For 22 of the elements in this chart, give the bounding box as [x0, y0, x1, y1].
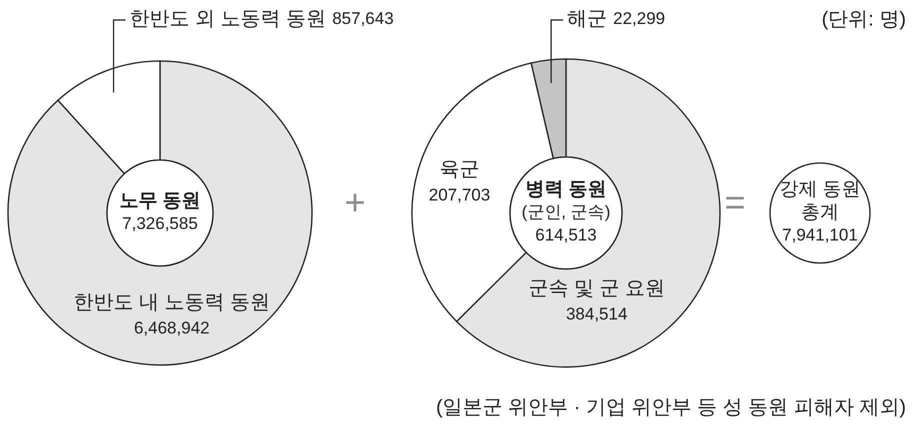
text: 총계 [801, 202, 839, 224]
text: 병력 동원 [525, 179, 607, 200]
text: = [724, 182, 746, 223]
slice-label: 육군 [439, 158, 480, 181]
data-label: 207,703 [428, 186, 490, 205]
text: + [344, 182, 366, 223]
text: 7,326,585 [122, 214, 198, 233]
text: (군인, 군속) [522, 202, 610, 222]
text: (단위: 명) [822, 8, 906, 30]
data-label: 22,299 [613, 9, 666, 28]
text: (일본군 위안부 · 기업 위안부 등 성 동원 피해자 제외) [436, 396, 906, 418]
slice-label: 해군 [567, 8, 608, 30]
slice-label: 한반도 외 노동력 동원 [130, 8, 326, 30]
text: 614,513 [535, 225, 597, 244]
data-label: 384,514 [566, 304, 628, 324]
data-label: 6,468,942 [134, 318, 210, 338]
text: 강제 동원 [779, 179, 861, 200]
data-label: 857,643 [332, 9, 394, 28]
text: 노무 동원 [119, 190, 201, 212]
text: 7,941,101 [782, 225, 858, 244]
slice-label: 군속 및 군 요원 [528, 277, 666, 300]
slice-label: 한반도 내 노동력 동원 [73, 291, 270, 314]
